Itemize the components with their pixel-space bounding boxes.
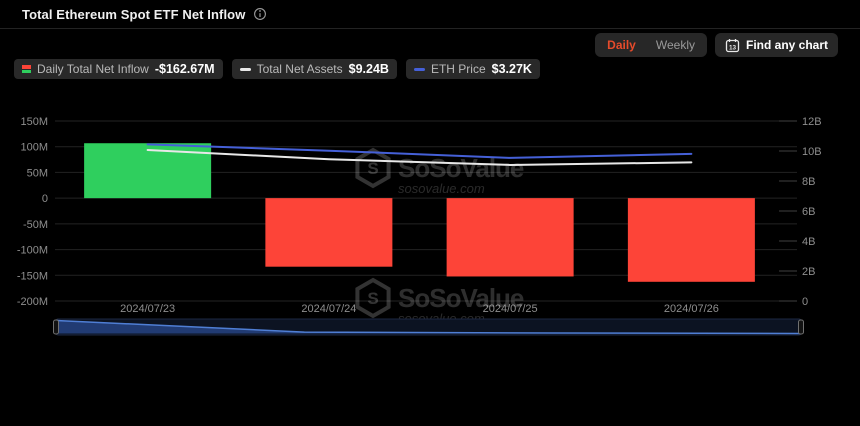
sosovalue-logo-icon (355, 147, 391, 189)
find-chart-label: Find any chart (745, 38, 828, 52)
eth-price-line (146, 143, 693, 159)
right-axis-label: 10B (802, 146, 822, 158)
x-axis-label: 2024/07/25 (483, 303, 538, 315)
left-axis-label: 50M (27, 167, 48, 179)
datazoom-data-shadow (56, 320, 801, 334)
legend-value: $3.27K (491, 62, 532, 76)
left-axis-label: 0 (42, 193, 48, 205)
legend-item-daily-net-inflow[interactable]: Daily Total Net Inflow -$162.67M (14, 59, 223, 79)
right-axis-label: 6B (802, 206, 815, 218)
legend-label: Total Net Assets (256, 62, 343, 76)
watermark-brand: SoSoValue (398, 283, 524, 313)
x-axis-label: 2024/07/26 (664, 303, 719, 315)
svg-text:13: 13 (729, 44, 737, 51)
find-any-chart-button[interactable]: 13 Find any chart (714, 33, 838, 57)
net-inflow-bar (627, 198, 755, 282)
right-axis-label: 2B (802, 266, 815, 278)
slider-handle-left[interactable] (53, 319, 59, 335)
right-axis-label: 0 (802, 296, 808, 308)
left-axis-label: -100M (17, 245, 48, 257)
controls-row: Daily Weekly 13 Find any chart (595, 33, 838, 57)
panel-header: Total Ethereum Spot ETF Net Inflow (0, 0, 860, 29)
right-axis-label: 8B (802, 176, 815, 188)
info-icon[interactable] (253, 7, 267, 21)
slider-handle-right[interactable] (798, 319, 804, 335)
sosovalue-logo-icon (355, 277, 391, 319)
datazoom-shadow-line (55, 319, 802, 335)
left-axis-label: 100M (20, 142, 48, 154)
sosovalue-logo-letter: S (367, 289, 378, 308)
total-net-assets-line (146, 148, 693, 166)
page-title: Total Ethereum Spot ETF Net Inflow (22, 6, 246, 22)
tab-daily[interactable]: Daily (597, 35, 646, 55)
legend-value: $9.24B (348, 62, 389, 76)
sosovalue-logo-letter: S (367, 159, 378, 178)
net-inflow-bar (446, 198, 574, 277)
line-series-icon (413, 67, 425, 71)
left-axis-label: -200M (17, 296, 48, 308)
legend-value: -$162.67M (154, 62, 215, 76)
watermark-domain: sosovalue.com (398, 181, 485, 196)
left-axis-label: -50M (23, 219, 48, 231)
bar-series-icon (22, 65, 31, 73)
x-axis-label: 2024/07/24 (301, 303, 356, 315)
legend-label: ETH Price (430, 62, 486, 76)
legend-item-total-net-assets[interactable]: Total Net Assets $9.24B (231, 59, 397, 79)
tab-weekly[interactable]: Weekly (646, 35, 705, 55)
net-inflow-bar (265, 198, 393, 267)
right-axis-label: 4B (802, 236, 815, 248)
left-axis-label: -150M (17, 270, 48, 282)
calendar-icon: 13 (725, 38, 740, 53)
left-axis-label: 150M (20, 116, 48, 128)
line-series-icon (239, 67, 251, 71)
legend-item-eth-price[interactable]: ETH Price $3.27K (405, 59, 540, 79)
right-axis-label: 12B (802, 116, 822, 128)
legend-label: Daily Total Net Inflow (37, 62, 149, 76)
x-axis-label: 2024/07/23 (120, 303, 175, 315)
period-toggle: Daily Weekly (595, 33, 707, 57)
legend: Daily Total Net Inflow -$162.67M Total N… (14, 59, 540, 79)
